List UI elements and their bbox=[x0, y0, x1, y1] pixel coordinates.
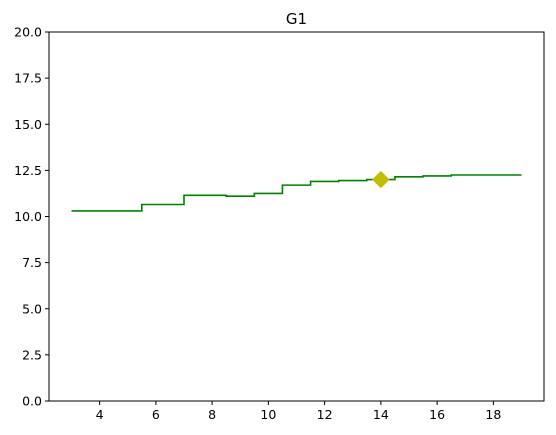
x-tick-label: 14 bbox=[373, 407, 389, 422]
x-tick-label: 4 bbox=[96, 407, 104, 422]
y-tick-label: 0.0 bbox=[22, 394, 42, 409]
chart-title: G1 bbox=[286, 10, 307, 28]
y-tick-label: 17.5 bbox=[14, 71, 42, 86]
x-tick-label: 18 bbox=[485, 407, 501, 422]
plot-marks bbox=[71, 170, 522, 212]
x-tick-label: 12 bbox=[317, 407, 333, 422]
x-tick-label: 8 bbox=[208, 407, 216, 422]
x-tick-label: 10 bbox=[260, 407, 276, 422]
axes-frame bbox=[48, 31, 545, 402]
highlight-point-marker bbox=[372, 170, 390, 189]
y-tick-label: 10.0 bbox=[14, 209, 42, 224]
x-axis: 4 6 8 10 12 14 16 18 bbox=[96, 401, 501, 422]
y-tick-label: 20.0 bbox=[14, 25, 42, 40]
series-line bbox=[71, 174, 522, 212]
y-tick-label: 7.5 bbox=[22, 255, 42, 270]
y-tick-label: 12.5 bbox=[14, 163, 42, 178]
x-tick-label: 16 bbox=[429, 407, 445, 422]
y-tick-label: 2.5 bbox=[22, 347, 42, 362]
y-tick-label: 5.0 bbox=[22, 301, 42, 316]
x-tick-label: 6 bbox=[152, 407, 160, 422]
y-tick-label: 15.0 bbox=[14, 117, 42, 132]
y-axis: 0.0 2.5 5.0 7.5 10.0 12.5 15.0 17.5 20.0 bbox=[14, 25, 49, 409]
